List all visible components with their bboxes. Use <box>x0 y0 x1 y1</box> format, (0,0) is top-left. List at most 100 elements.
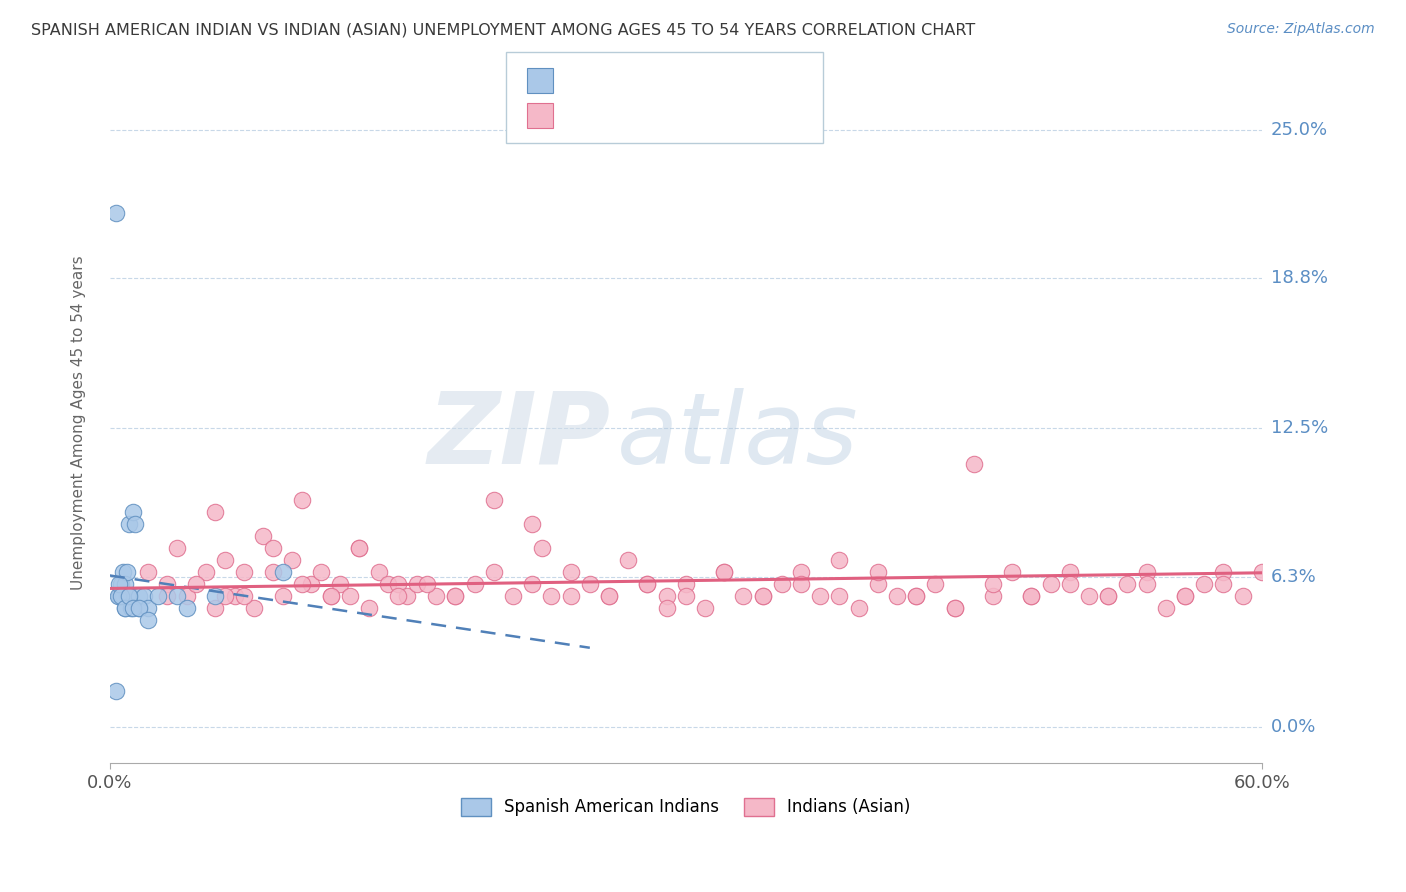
Point <box>115 589 138 603</box>
Point <box>963 458 986 472</box>
Text: 0.187: 0.187 <box>609 106 671 125</box>
Point <box>808 589 831 603</box>
Point <box>751 589 773 603</box>
Point <box>118 589 141 603</box>
Point <box>204 589 226 603</box>
Point <box>243 600 266 615</box>
Point <box>166 589 188 603</box>
Point <box>110 577 132 591</box>
Point <box>166 541 188 555</box>
Point <box>828 553 851 567</box>
Point <box>502 589 524 603</box>
Point <box>118 517 141 532</box>
Point <box>124 517 146 532</box>
Point <box>733 589 755 603</box>
Text: 12.5%: 12.5% <box>1271 419 1329 437</box>
Point <box>713 565 735 579</box>
Text: 6.3%: 6.3% <box>1271 567 1317 586</box>
Point <box>406 577 429 591</box>
Point <box>136 600 159 615</box>
Point <box>357 600 380 615</box>
Y-axis label: Unemployment Among Ages 45 to 54 years: Unemployment Among Ages 45 to 54 years <box>72 255 86 590</box>
Point <box>114 577 136 591</box>
Point <box>1039 577 1062 591</box>
Point <box>636 577 658 591</box>
Point <box>204 505 226 519</box>
Point <box>655 600 678 615</box>
Text: atlas: atlas <box>617 388 858 484</box>
Point <box>1059 577 1081 591</box>
Point <box>1192 577 1215 591</box>
Point <box>578 577 600 591</box>
Point <box>1250 565 1272 579</box>
Point <box>301 577 323 591</box>
Text: 105: 105 <box>696 106 737 125</box>
Point <box>1059 565 1081 579</box>
Point <box>790 577 813 591</box>
Text: Source: ZipAtlas.com: Source: ZipAtlas.com <box>1227 22 1375 37</box>
Point <box>943 600 966 615</box>
Point <box>112 565 135 579</box>
Point <box>444 589 467 603</box>
Text: 0.0%: 0.0% <box>1271 718 1316 736</box>
Point <box>1154 600 1177 615</box>
Point <box>367 565 389 579</box>
Point <box>1078 589 1101 603</box>
Point <box>224 589 246 603</box>
Point <box>848 600 870 615</box>
Point <box>104 684 127 698</box>
Point <box>329 577 352 591</box>
Point <box>482 493 505 508</box>
Point <box>482 565 505 579</box>
Point <box>136 613 159 627</box>
Point <box>186 577 208 591</box>
Point <box>156 577 179 591</box>
Point <box>1212 577 1234 591</box>
Point <box>387 577 409 591</box>
Point <box>128 600 150 615</box>
Point <box>828 589 851 603</box>
Point <box>214 589 236 603</box>
Point <box>1021 589 1043 603</box>
Point <box>943 600 966 615</box>
Legend: Spanish American Indians, Indians (Asian): Spanish American Indians, Indians (Asian… <box>454 791 918 823</box>
Point <box>319 589 342 603</box>
Point <box>790 565 813 579</box>
Point <box>444 589 467 603</box>
Point <box>598 589 620 603</box>
Point <box>136 565 159 579</box>
Point <box>905 589 928 603</box>
Point <box>751 589 773 603</box>
Point <box>713 565 735 579</box>
Text: N =: N = <box>657 72 696 90</box>
Point <box>122 600 145 615</box>
Point <box>617 553 640 567</box>
Point <box>128 589 150 603</box>
Point <box>107 589 129 603</box>
Point <box>530 541 553 555</box>
Point <box>114 600 136 615</box>
Text: R =: R = <box>567 72 606 90</box>
Point <box>281 553 304 567</box>
Point <box>675 589 697 603</box>
Point <box>981 577 1004 591</box>
Point <box>415 577 437 591</box>
Point <box>128 600 150 615</box>
Point <box>122 505 145 519</box>
Point <box>271 565 294 579</box>
Point <box>110 589 132 603</box>
Point <box>214 553 236 567</box>
Point <box>120 600 142 615</box>
Point <box>309 565 332 579</box>
Point <box>112 589 135 603</box>
Point <box>675 577 697 591</box>
Text: SPANISH AMERICAN INDIAN VS INDIAN (ASIAN) UNEMPLOYMENT AMONG AGES 45 TO 54 YEARS: SPANISH AMERICAN INDIAN VS INDIAN (ASIAN… <box>31 22 976 37</box>
Point <box>905 589 928 603</box>
Point <box>693 600 716 615</box>
Point <box>156 589 179 603</box>
Point <box>146 589 169 603</box>
Point <box>1212 565 1234 579</box>
Point <box>118 589 141 603</box>
Point <box>204 600 226 615</box>
Text: 32: 32 <box>696 71 723 90</box>
